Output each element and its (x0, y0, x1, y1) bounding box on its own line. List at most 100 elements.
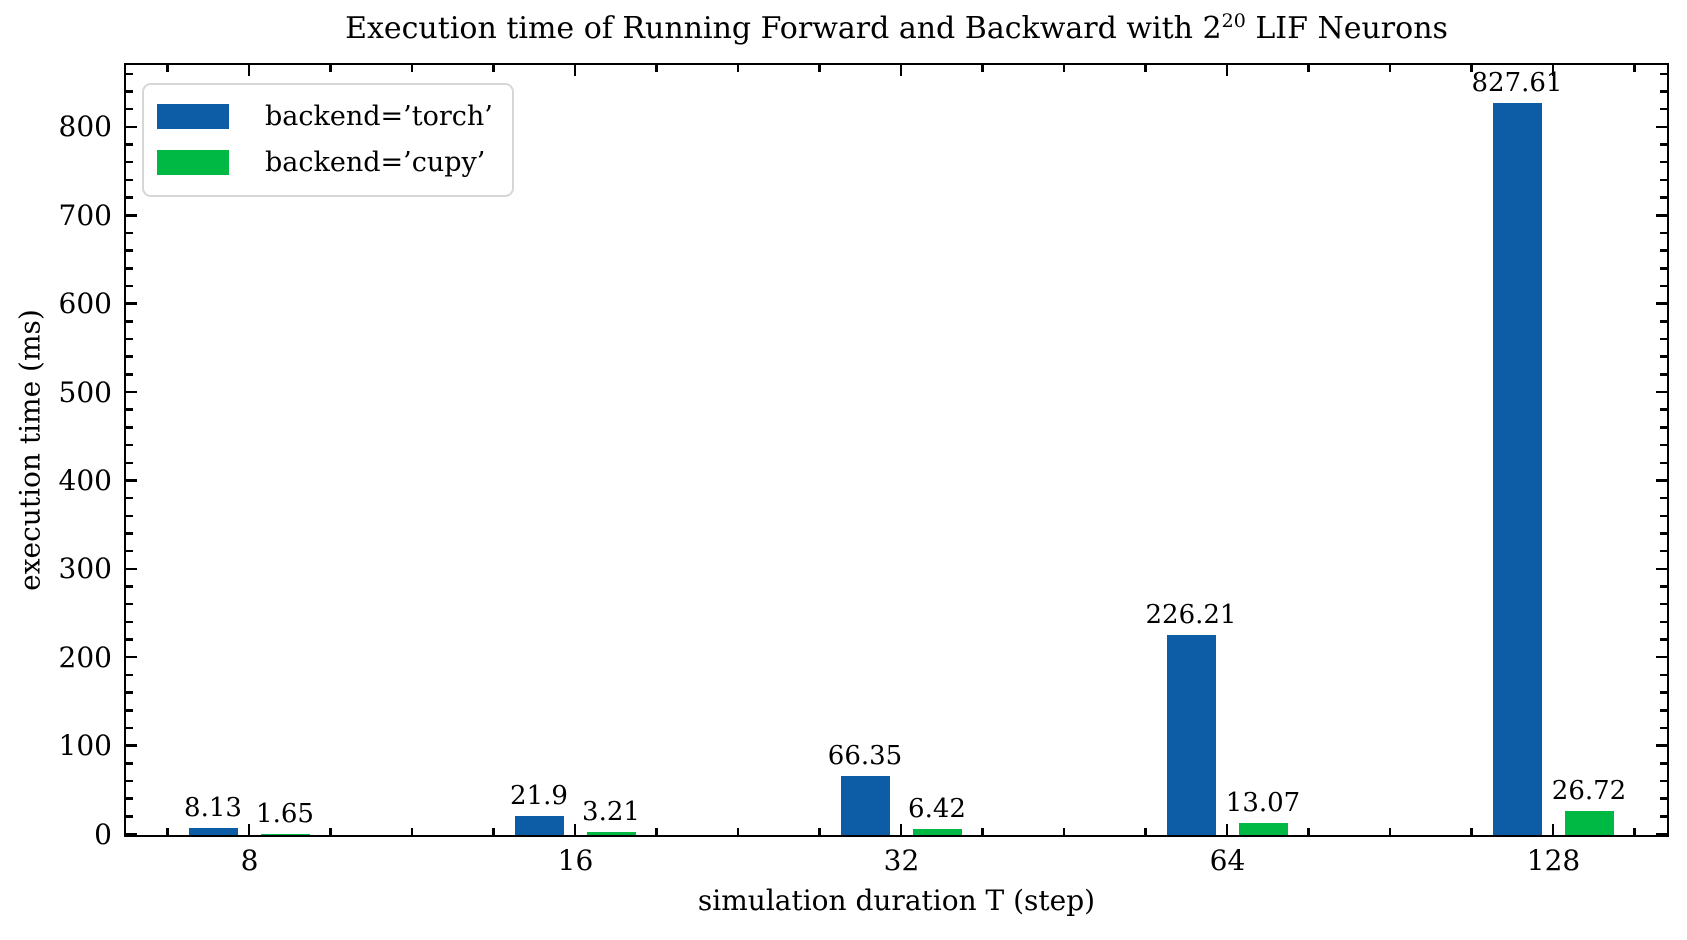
y-minor-tick (126, 602, 133, 606)
x-major-tick (247, 824, 251, 835)
chart-title-text: Execution time of Running Forward and Ba… (345, 11, 1222, 46)
y-major-tick (1656, 744, 1667, 747)
plot-area: backend=’torch’ backend=’cupy’ 8.13 21.9 6… (124, 63, 1669, 837)
y-minor-tick (126, 90, 133, 93)
x-major-tick (1225, 824, 1229, 835)
y-minor-tick (1660, 815, 1667, 818)
bar-torch (514, 815, 564, 835)
bar-value-label: 3.21 (582, 797, 640, 828)
bar-cupy (1238, 823, 1288, 835)
y-minor-tick (126, 249, 133, 252)
y-minor-tick (126, 779, 133, 783)
x-minor-tick (1307, 828, 1310, 835)
y-major-tick (126, 479, 137, 482)
bar-cupy (912, 829, 962, 835)
y-minor-tick (126, 496, 133, 500)
x-minor-tick (736, 65, 740, 72)
x-minor-tick (410, 828, 414, 835)
y-minor-tick (126, 196, 133, 199)
y-minor-tick (1660, 355, 1667, 358)
bar-cupy (586, 832, 636, 835)
y-major-tick (1656, 214, 1667, 217)
y-major-tick (126, 832, 137, 836)
y-minor-tick (126, 355, 133, 358)
x-major-tick (1225, 65, 1229, 76)
y-minor-tick (126, 709, 133, 712)
y-major-tick (126, 390, 137, 394)
torch-color-swatch-icon (157, 103, 229, 129)
x-tick-label: 16 (557, 844, 594, 877)
y-minor-tick (126, 514, 133, 518)
x-minor-tick (492, 65, 495, 72)
y-minor-tick (126, 691, 133, 694)
x-minor-tick (1307, 65, 1310, 72)
y-major-tick (1656, 302, 1667, 305)
y-major-tick (1656, 832, 1667, 836)
y-minor-tick (1660, 320, 1667, 323)
y-minor-tick (126, 797, 133, 800)
y-minor-tick (1660, 373, 1667, 376)
y-minor-tick (126, 373, 133, 376)
x-axis-label: simulation duration T (step) (697, 884, 1096, 917)
bar-value-label: 6.42 (908, 794, 966, 825)
y-minor-tick (1660, 585, 1667, 588)
y-minor-tick (126, 673, 133, 677)
x-major-tick (899, 824, 903, 835)
y-minor-tick (126, 443, 133, 447)
x-minor-tick (818, 65, 821, 72)
y-minor-tick (1660, 514, 1667, 518)
y-minor-tick (1660, 249, 1667, 252)
y-minor-tick (126, 815, 133, 818)
x-tick-label: 32 (883, 844, 920, 877)
legend-label-torch: backend=’torch’ (265, 100, 493, 132)
y-major-tick (126, 567, 137, 571)
y-minor-tick (1660, 107, 1667, 111)
y-minor-tick (126, 762, 133, 765)
x-minor-tick (981, 65, 984, 72)
y-minor-tick (1660, 762, 1667, 765)
bar-value-label: 13.07 (1225, 788, 1301, 819)
y-minor-tick (126, 284, 133, 288)
x-minor-tick (1633, 828, 1636, 835)
y-minor-tick (1660, 709, 1667, 712)
y-minor-tick (126, 532, 133, 535)
y-major-tick (126, 744, 137, 747)
y-major-tick (126, 655, 137, 659)
y-major-tick (1656, 390, 1667, 394)
bar-torch (1492, 103, 1542, 835)
x-minor-tick (1470, 65, 1473, 72)
y-tick-label: 400 (58, 463, 112, 497)
x-minor-tick (1388, 65, 1392, 72)
bar-value-label: 1.65 (256, 798, 314, 829)
y-tick-label: 0 (94, 817, 112, 851)
x-minor-tick (736, 828, 740, 835)
x-minor-tick (492, 828, 495, 835)
y-minor-tick (1660, 284, 1667, 288)
bar-cupy (1564, 811, 1614, 835)
y-minor-tick (126, 107, 133, 111)
legend-label-cupy: backend=’cupy’ (265, 146, 486, 178)
bar-cupy (260, 833, 310, 835)
y-minor-tick (1660, 532, 1667, 535)
x-tick-label: 8 (240, 844, 259, 877)
y-minor-tick (1660, 196, 1667, 199)
y-minor-tick (126, 231, 133, 235)
y-minor-tick (126, 638, 133, 641)
y-minor-tick (1660, 726, 1667, 730)
y-major-tick (126, 302, 137, 305)
bar-torch (1166, 635, 1216, 835)
y-minor-tick (1660, 90, 1667, 93)
x-minor-tick (1633, 65, 1636, 72)
chart-title-superscript: 20 (1221, 10, 1246, 32)
y-tick-label: 800 (58, 110, 112, 144)
y-minor-tick (1660, 408, 1667, 411)
y-minor-tick (126, 337, 133, 341)
bar-value-label: 8.13 (184, 792, 242, 823)
legend-item-cupy: backend=’cupy’ (157, 139, 500, 185)
y-minor-tick (126, 160, 133, 164)
legend-item-torch: backend=’torch’ (157, 93, 500, 139)
x-major-tick (573, 65, 577, 76)
bar-value-label: 66.35 (827, 741, 903, 772)
legend: backend=’torch’ backend=’cupy’ (142, 83, 514, 197)
y-minor-tick (126, 267, 133, 270)
